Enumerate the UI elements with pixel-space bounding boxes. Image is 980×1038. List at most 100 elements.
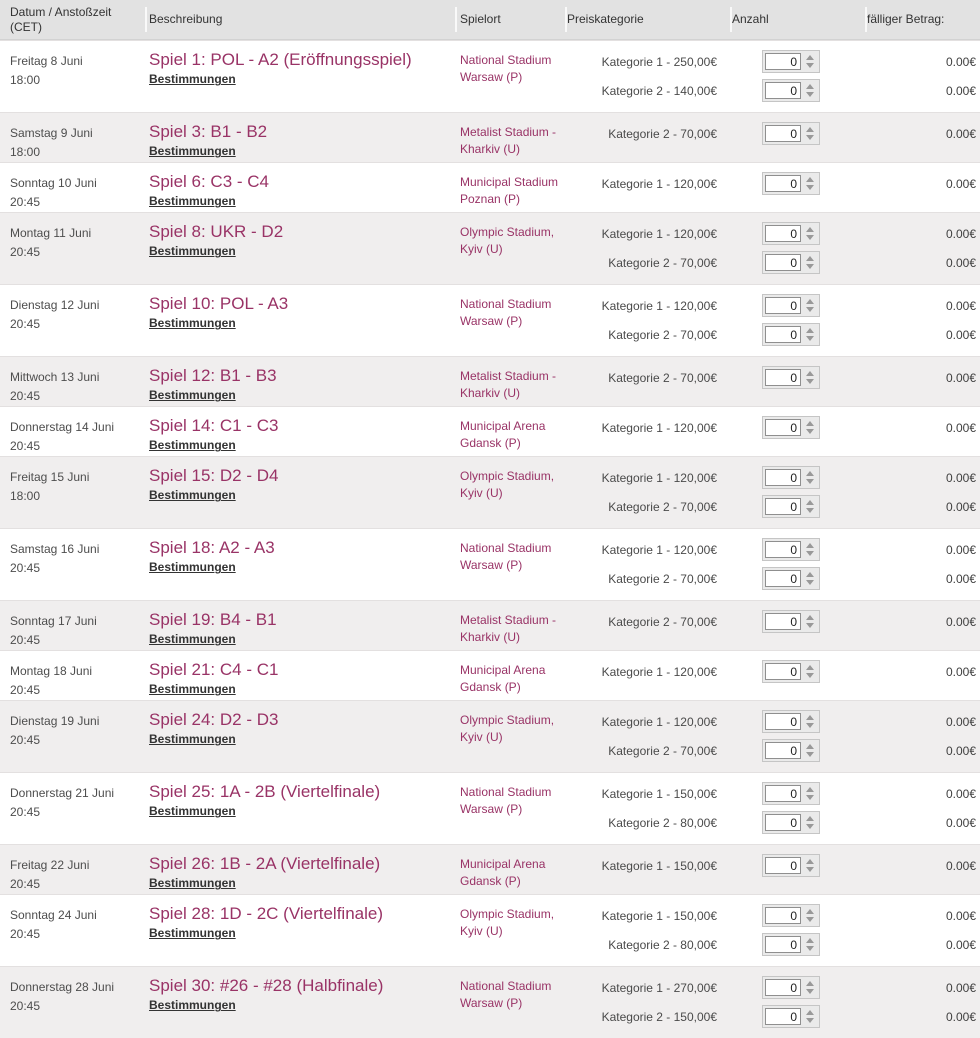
- quantity-input[interactable]: [765, 469, 801, 486]
- spin-down-icon[interactable]: [806, 135, 814, 140]
- terms-link[interactable]: Bestimmungen: [149, 998, 236, 1013]
- quantity-input[interactable]: [765, 53, 801, 70]
- spin-up-icon[interactable]: [806, 543, 814, 548]
- quantity-input[interactable]: [765, 225, 801, 242]
- quantity-stepper[interactable]: [762, 222, 820, 245]
- terms-link[interactable]: Bestimmungen: [149, 488, 236, 503]
- spinner-buttons[interactable]: [803, 125, 817, 142]
- terms-link[interactable]: Bestimmungen: [149, 804, 236, 819]
- quantity-input[interactable]: [765, 82, 801, 99]
- quantity-input[interactable]: [765, 419, 801, 436]
- quantity-input[interactable]: [765, 175, 801, 192]
- spin-up-icon[interactable]: [806, 328, 814, 333]
- quantity-stepper[interactable]: [762, 854, 820, 877]
- quantity-stepper[interactable]: [762, 50, 820, 73]
- quantity-stepper[interactable]: [762, 323, 820, 346]
- spin-up-icon[interactable]: [806, 909, 814, 914]
- terms-link[interactable]: Bestimmungen: [149, 926, 236, 941]
- spin-up-icon[interactable]: [806, 615, 814, 620]
- spinner-buttons[interactable]: [803, 1008, 817, 1025]
- quantity-stepper[interactable]: [762, 495, 820, 518]
- spin-down-icon[interactable]: [806, 508, 814, 513]
- spin-up-icon[interactable]: [806, 84, 814, 89]
- spin-down-icon[interactable]: [806, 379, 814, 384]
- quantity-stepper[interactable]: [762, 610, 820, 633]
- quantity-stepper[interactable]: [762, 366, 820, 389]
- quantity-stepper[interactable]: [762, 466, 820, 489]
- terms-link[interactable]: Bestimmungen: [149, 876, 236, 891]
- spin-up-icon[interactable]: [806, 859, 814, 864]
- quantity-input[interactable]: [765, 326, 801, 343]
- spinner-buttons[interactable]: [803, 979, 817, 996]
- spin-up-icon[interactable]: [806, 665, 814, 670]
- terms-link[interactable]: Bestimmungen: [149, 144, 236, 159]
- quantity-input[interactable]: [765, 814, 801, 831]
- spinner-buttons[interactable]: [803, 742, 817, 759]
- quantity-input[interactable]: [765, 663, 801, 680]
- spinner-buttons[interactable]: [803, 613, 817, 630]
- quantity-stepper[interactable]: [762, 739, 820, 762]
- spin-up-icon[interactable]: [806, 127, 814, 132]
- quantity-stepper[interactable]: [762, 538, 820, 561]
- terms-link[interactable]: Bestimmungen: [149, 388, 236, 403]
- quantity-stepper[interactable]: [762, 122, 820, 145]
- quantity-stepper[interactable]: [762, 1005, 820, 1028]
- spin-down-icon[interactable]: [806, 723, 814, 728]
- spin-down-icon[interactable]: [806, 867, 814, 872]
- spinner-buttons[interactable]: [803, 53, 817, 70]
- terms-link[interactable]: Bestimmungen: [149, 194, 236, 209]
- quantity-stepper[interactable]: [762, 567, 820, 590]
- spinner-buttons[interactable]: [803, 541, 817, 558]
- quantity-stepper[interactable]: [762, 660, 820, 683]
- spinner-buttons[interactable]: [803, 663, 817, 680]
- spin-down-icon[interactable]: [806, 429, 814, 434]
- quantity-input[interactable]: [765, 297, 801, 314]
- spin-down-icon[interactable]: [806, 795, 814, 800]
- spin-down-icon[interactable]: [806, 752, 814, 757]
- quantity-stepper[interactable]: [762, 811, 820, 834]
- spin-up-icon[interactable]: [806, 744, 814, 749]
- spin-down-icon[interactable]: [806, 917, 814, 922]
- spin-down-icon[interactable]: [806, 92, 814, 97]
- spinner-buttons[interactable]: [803, 419, 817, 436]
- spinner-buttons[interactable]: [803, 82, 817, 99]
- spin-up-icon[interactable]: [806, 1010, 814, 1015]
- quantity-stepper[interactable]: [762, 782, 820, 805]
- terms-link[interactable]: Bestimmungen: [149, 72, 236, 87]
- spin-up-icon[interactable]: [806, 299, 814, 304]
- quantity-input[interactable]: [765, 857, 801, 874]
- spinner-buttons[interactable]: [803, 369, 817, 386]
- terms-link[interactable]: Bestimmungen: [149, 316, 236, 331]
- spin-down-icon[interactable]: [806, 63, 814, 68]
- spinner-buttons[interactable]: [803, 814, 817, 831]
- spin-up-icon[interactable]: [806, 572, 814, 577]
- spin-up-icon[interactable]: [806, 981, 814, 986]
- quantity-input[interactable]: [765, 907, 801, 924]
- spin-down-icon[interactable]: [806, 824, 814, 829]
- terms-link[interactable]: Bestimmungen: [149, 682, 236, 697]
- quantity-input[interactable]: [765, 498, 801, 515]
- spin-up-icon[interactable]: [806, 816, 814, 821]
- terms-link[interactable]: Bestimmungen: [149, 732, 236, 747]
- quantity-input[interactable]: [765, 541, 801, 558]
- quantity-input[interactable]: [765, 613, 801, 630]
- spin-up-icon[interactable]: [806, 715, 814, 720]
- quantity-stepper[interactable]: [762, 79, 820, 102]
- spinner-buttons[interactable]: [803, 570, 817, 587]
- spinner-buttons[interactable]: [803, 857, 817, 874]
- spin-down-icon[interactable]: [806, 307, 814, 312]
- spin-down-icon[interactable]: [806, 1018, 814, 1023]
- spin-up-icon[interactable]: [806, 371, 814, 376]
- spin-up-icon[interactable]: [806, 471, 814, 476]
- terms-link[interactable]: Bestimmungen: [149, 560, 236, 575]
- spinner-buttons[interactable]: [803, 498, 817, 515]
- quantity-stepper[interactable]: [762, 933, 820, 956]
- spinner-buttons[interactable]: [803, 713, 817, 730]
- spin-down-icon[interactable]: [806, 185, 814, 190]
- spinner-buttons[interactable]: [803, 297, 817, 314]
- spin-down-icon[interactable]: [806, 673, 814, 678]
- quantity-input[interactable]: [765, 125, 801, 142]
- spin-up-icon[interactable]: [806, 938, 814, 943]
- spin-down-icon[interactable]: [806, 580, 814, 585]
- spinner-buttons[interactable]: [803, 907, 817, 924]
